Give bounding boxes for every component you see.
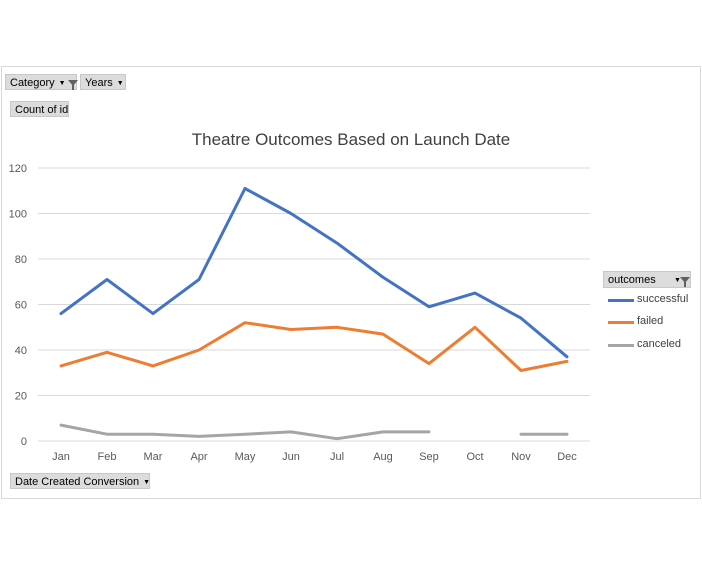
legend-label-failed: failed <box>637 315 664 327</box>
x-tick-label-mar: Mar <box>144 451 163 463</box>
x-tick-label-dec: Dec <box>557 451 577 463</box>
chart-title: Theatre Outcomes Based on Launch Date <box>191 130 511 149</box>
x-tick-label-nov: Nov <box>511 451 531 463</box>
count-of-id-button[interactable]: Count of id <box>10 101 69 117</box>
x-tick-label-feb: Feb <box>98 451 117 463</box>
outcomes-filter-label: outcomes <box>608 274 656 286</box>
chart-frame <box>1 66 701 499</box>
category-filter-label: Category <box>10 77 55 89</box>
y-tick-label: 0 <box>21 436 27 448</box>
outcomes-filter-button[interactable]: outcomes ▼ <box>603 271 691 288</box>
y-tick-label: 40 <box>15 345 27 357</box>
x-tick-label-aug: Aug <box>373 451 393 463</box>
count-of-id-label: Count of id <box>15 104 69 116</box>
triangle-down-icon: ▼ <box>143 479 151 486</box>
legend-swatch-successful <box>608 299 634 302</box>
y-tick-label: 120 <box>9 163 27 175</box>
x-tick-label-jan: Jan <box>52 451 70 463</box>
legend-label-canceled: canceled <box>637 338 682 350</box>
date-created-conversion-label: Date Created Conversion <box>15 476 140 488</box>
category-filter-button[interactable]: Category ▼ <box>5 74 78 90</box>
y-tick-label: 100 <box>9 209 27 221</box>
date-created-conversion-button[interactable]: Date Created Conversion ▼ <box>10 473 150 489</box>
series-line-successful <box>59 187 569 359</box>
x-tick-label-may: May <box>235 451 256 463</box>
triangle-down-icon: ▼ <box>674 277 681 284</box>
x-tick-label-sep: Sep <box>419 451 439 463</box>
y-tick-label: 60 <box>15 300 27 312</box>
funnel-filter-icon <box>680 277 690 287</box>
legend-swatch-canceled <box>608 344 634 347</box>
legend-swatch-failed <box>608 321 634 324</box>
series-line-failed <box>59 321 569 372</box>
x-tick-label-apr: Apr <box>190 451 207 463</box>
x-tick-label-oct: Oct <box>466 451 483 463</box>
triangle-down-icon: ▼ <box>58 80 66 87</box>
years-filter-label: Years <box>85 77 113 89</box>
years-filter-button[interactable]: Years ▼ <box>80 74 126 90</box>
series-line-canceled-1 <box>59 423 431 441</box>
funnel-filter-icon <box>67 80 78 90</box>
y-tick-label: 20 <box>15 391 27 403</box>
triangle-down-icon: ▼ <box>116 80 124 87</box>
x-tick-label-jun: Jun <box>282 451 300 463</box>
x-tick-label-jul: Jul <box>330 451 344 463</box>
y-tick-label: 80 <box>15 254 27 266</box>
legend-label-successful: successful <box>637 293 689 305</box>
